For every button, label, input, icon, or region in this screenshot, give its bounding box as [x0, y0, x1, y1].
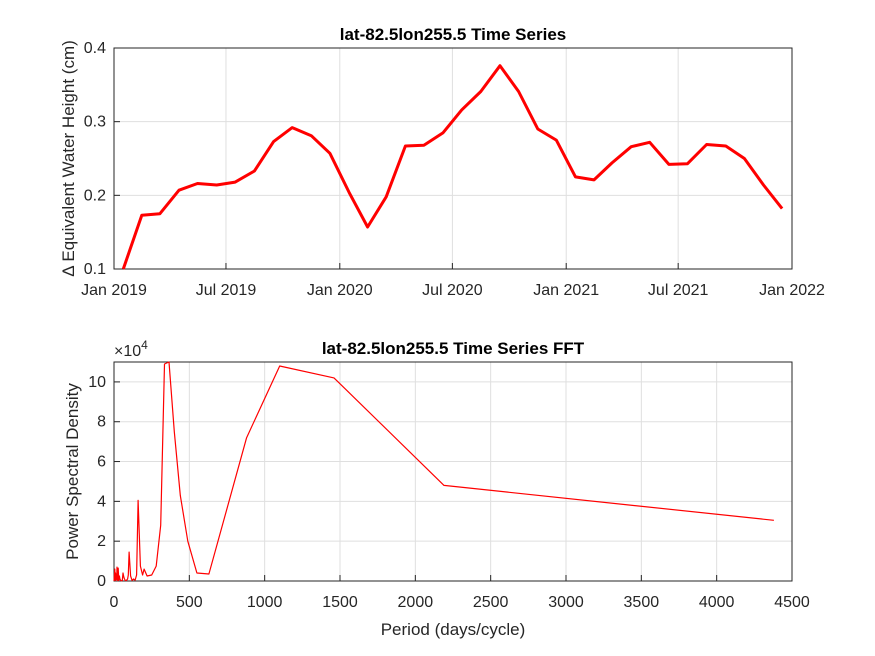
series-line	[121, 64, 784, 270]
x-tick-label: 0	[110, 594, 119, 611]
y-tick-label: 0.2	[84, 187, 106, 204]
y-tick-label: 2	[97, 533, 106, 550]
x-tick-label: 4000	[699, 594, 735, 611]
y-tick-label: 0.1	[84, 261, 106, 278]
chart-title: lat-82.5lon255.5 Time Series FFT	[322, 339, 585, 358]
x-tick-label: 3500	[624, 594, 660, 611]
y-tick-label: 0	[97, 573, 106, 590]
x-tick-label: Jan 2022	[759, 282, 825, 299]
x-tick-label: 1500	[322, 594, 358, 611]
x-tick-label: 4500	[774, 594, 810, 611]
y-tick-labels: 0.1 0.2 0.3 0.4	[84, 40, 106, 278]
plot-area	[113, 47, 793, 270]
series-line	[113, 361, 774, 582]
y-tick-label: 8	[97, 414, 106, 431]
y-exponent-multiplier: ×104	[114, 338, 148, 360]
chart-fft: 0 500 1000 1500 2000 2500 3000 3500 4000 4500 0 2 4…	[63, 338, 810, 639]
x-tick-labels: Jan 2019 Jul 2019 Jan 2020 Jul 2020 Jan 2021…	[81, 282, 825, 299]
x-tick-label: Jan 2021	[533, 282, 599, 299]
x-tick-label: 500	[176, 594, 203, 611]
y-tick-label: 4	[97, 493, 106, 510]
x-tick-labels: 0 500 1000 1500 2000 2500 3000 3500 4000 4500	[110, 594, 810, 611]
x-tick-label: 2000	[398, 594, 434, 611]
tick-marks	[113, 47, 793, 270]
chart-time-series: Jan 2019 Jul 2019 Jan 2020 Jul 2020 Jan 2021…	[59, 25, 825, 299]
y-axis-label: Power Spectral Density	[63, 383, 82, 560]
y-tick-label: 0.4	[84, 40, 106, 57]
x-tick-label: Jul 2019	[196, 282, 257, 299]
x-tick-label: 2500	[473, 594, 509, 611]
y-tick-label: 0.3	[84, 114, 106, 131]
grid-lines	[113, 47, 793, 270]
x-tick-label: 3000	[548, 594, 584, 611]
x-tick-label: Jan 2019	[81, 282, 147, 299]
y-tick-label: 10	[88, 374, 106, 391]
x-axis-label: Period (days/cycle)	[381, 620, 526, 639]
x-tick-label: Jul 2020	[422, 282, 483, 299]
y-tick-label: 6	[97, 454, 106, 471]
y-axis-label: Δ Equivalent Water Height (cm)	[59, 40, 78, 277]
y-tick-labels: 0 2 4 6 8 10	[88, 374, 106, 590]
x-tick-label: Jan 2020	[307, 282, 373, 299]
plot-area	[113, 361, 793, 582]
chart-title: lat-82.5lon255.5 Time Series	[340, 25, 566, 44]
x-tick-label: 1000	[247, 594, 283, 611]
x-tick-label: Jul 2021	[648, 282, 709, 299]
